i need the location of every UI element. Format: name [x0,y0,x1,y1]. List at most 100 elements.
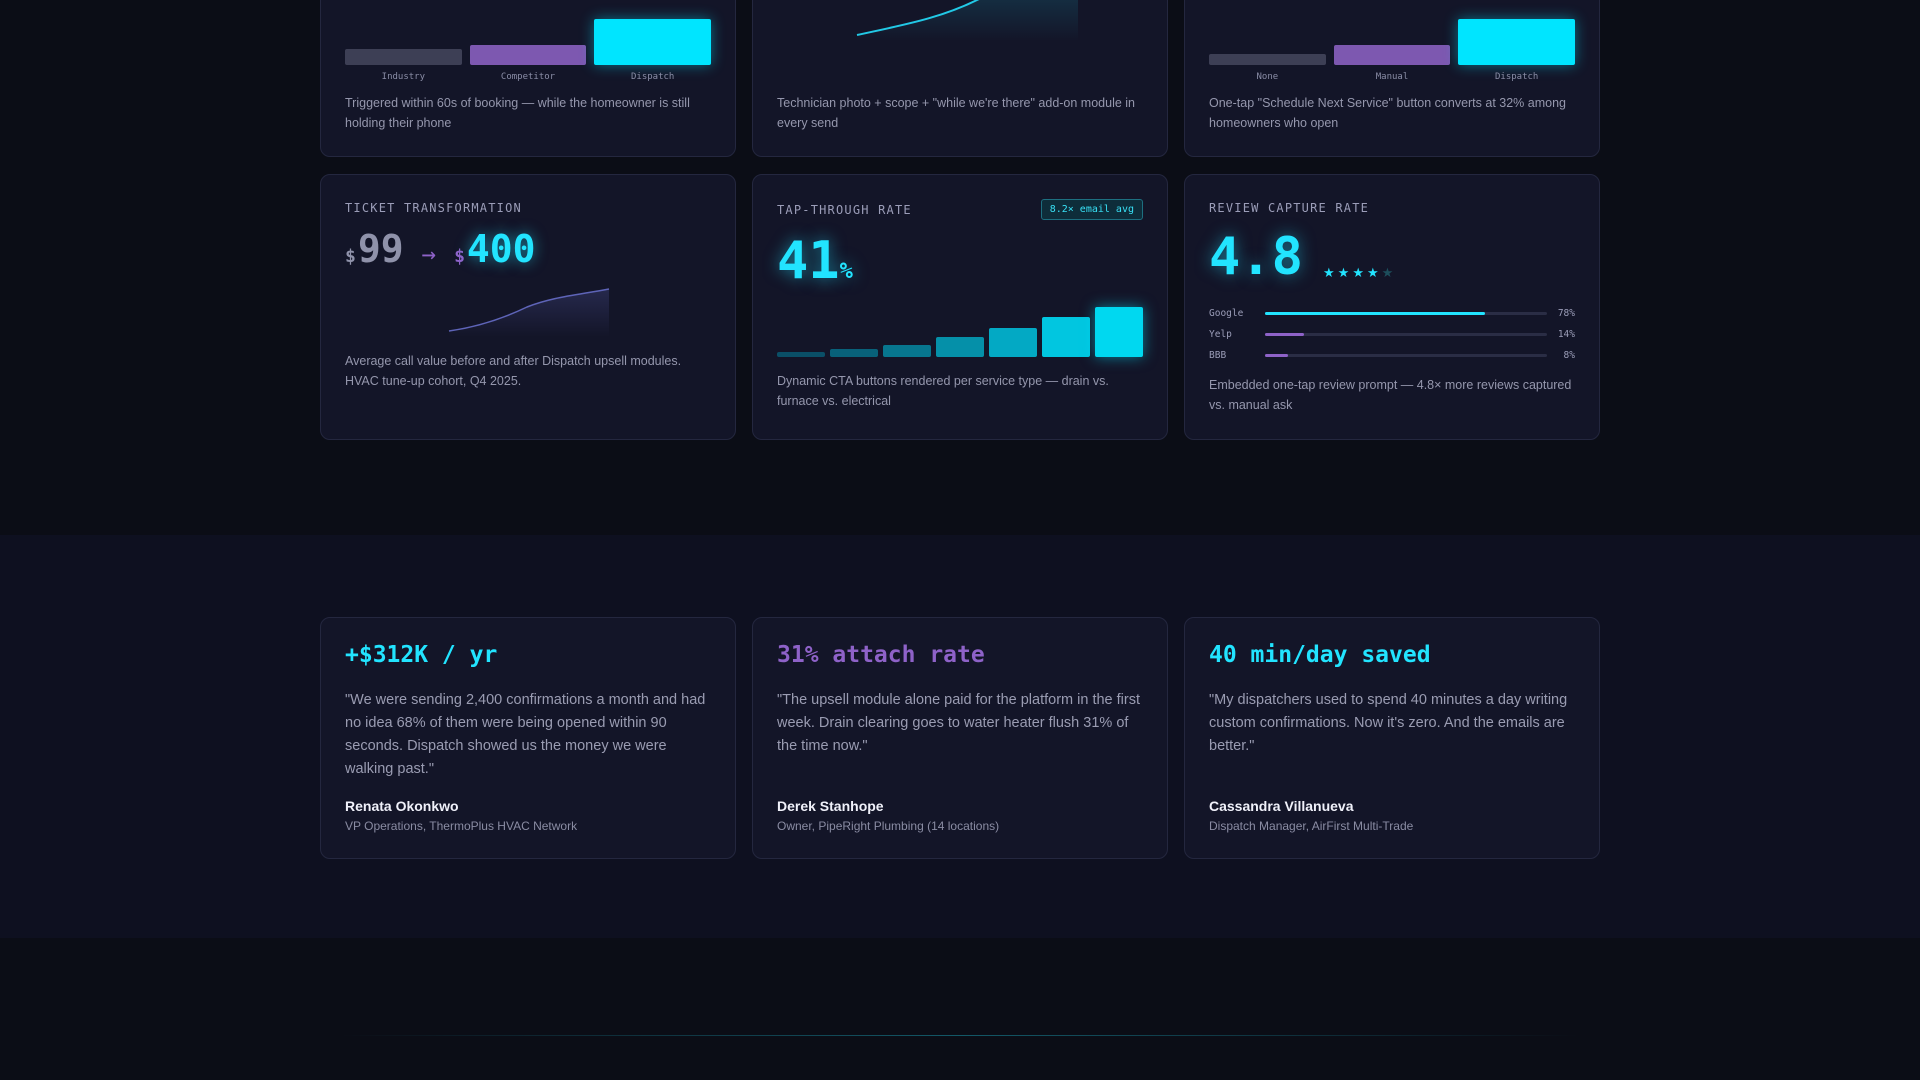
source-fill [1265,333,1305,336]
bar-fill [594,19,712,65]
card-kicker: TICKET TRANSFORMATION [345,201,522,215]
ticket-values: $ 99 → $ 400 [345,227,536,271]
bar-label: Dispatch [1495,72,1539,82]
testimonial-role: Owner, PipeRight Plumbing (14 locations) [777,819,1000,833]
comparison-bar-dispatch: Dispatch [1458,19,1576,83]
review-source-bars: Google 78% Yelp 14% BBB 8% [1209,303,1575,366]
testimonial-headline: 40 min/day saved [1209,642,1431,668]
comparison-bar-industry: Industry [345,49,462,83]
source-percent: 78% [1557,308,1575,319]
testimonial-quote: "We were sending 2,400 confirmations a m… [345,692,706,777]
ticket-trend-chart [448,288,610,337]
testimonial-card: 31% attach rate "The upsell module alone … [752,617,1168,859]
star-icon: ★ [1366,265,1379,280]
tap-through-card: TAP-THROUGH RATE 8.2× email avg 41% Dyna… [752,174,1168,440]
comparison-bars: Industry Competitor Dispatch [345,11,712,83]
ticket-before-value: 99 [357,227,404,271]
schedule-next-card: None Manual Dispatch One-tap "Schedule Nex… [1184,0,1600,157]
tap-bar [1095,307,1143,357]
review-rating-value: 4.8 [1209,227,1303,287]
testimonial-author: Cassandra Villanueva [1209,798,1354,814]
bar-label: None [1256,72,1279,82]
review-source-yelp: Yelp 14% [1209,324,1575,345]
star-icon: ★ [1323,265,1335,280]
tap-through-value: 41% [777,231,853,291]
card-description: Embedded one-tap review prompt — 4.8× mo… [1209,378,1572,412]
star-icon: ★ [1352,265,1364,280]
source-track [1265,354,1547,357]
source-name: Google [1209,308,1244,319]
card-description: One-tap "Schedule Next Service" button c… [1209,96,1566,130]
card-kicker: REVIEW CAPTURE RATE [1209,201,1370,215]
curve-area [857,0,1078,41]
bar-fill [345,49,462,65]
source-fill [1265,312,1485,315]
footer-divider [340,1035,1580,1036]
currency-symbol: $ [454,246,465,267]
tap-bar [989,328,1037,357]
source-track [1265,333,1547,336]
testimonial-card: +$312K / yr "We were sending 2,400 confir… [320,617,736,859]
metric-cards: TICKET TRANSFORMATION $ 99 → $ 400 Avera… [320,174,1600,440]
source-percent: 8% [1563,350,1575,361]
comparison-bar-none: None [1209,54,1326,83]
tap-bar [830,349,878,357]
star-rating: ★ ★ ★ ★ ★ [1323,265,1393,281]
review-source-bbb: BBB 8% [1209,345,1575,366]
bar-label: Industry [381,72,426,82]
review-source-google: Google 78% [1209,303,1575,324]
tap-bar [883,345,931,357]
bar-fill [1458,19,1576,65]
bar-label: Manual [1375,72,1409,82]
comparison-bar-competitor: Competitor [469,45,587,83]
ticket-after-value: 400 [466,227,536,271]
currency-symbol: $ [345,246,356,267]
testimonial-headline: 31% attach rate [777,642,985,668]
top-stat-cards: Industry Competitor Dispatch Triggered wit… [320,0,1600,157]
testimonial-role: Dispatch Manager, AirFirst Multi-Trade [1209,819,1414,833]
bar-fill [469,45,587,65]
tap-through-unit: % [839,259,853,284]
source-fill [1265,354,1288,357]
star-icon: ★ [1381,265,1394,280]
bar-label: Dispatch [631,72,675,82]
comparison-bar-dispatch: Dispatch [594,19,712,83]
testimonial-quote: "My dispatchers used to spend 40 minutes… [1209,692,1568,754]
bar-fill [1333,45,1451,65]
curve-line [856,0,980,36]
tap-bar [1042,317,1090,357]
arrow-right-icon: → [421,240,437,268]
source-name: BBB [1209,350,1227,361]
source-name: Yelp [1209,329,1232,340]
trend-area [449,289,609,337]
comparison-bar-manual: Manual [1333,45,1451,83]
testimonial-cards: +$312K / yr "We were sending 2,400 confir… [320,617,1600,859]
card-description: Triggered within 60s of booking — while … [345,96,690,130]
growth-curve-chart [856,0,1078,41]
review-capture-card: REVIEW CAPTURE RATE 4.8 ★ ★ ★ ★ ★ Google 78% Y… [1184,174,1600,440]
tap-bar [936,337,984,357]
source-percent: 14% [1557,329,1575,340]
testimonial-role: VP Operations, ThermoPlus HVAC Network [345,819,578,833]
ticket-transformation-card: TICKET TRANSFORMATION $ 99 → $ 400 Avera… [320,174,736,440]
card-description: Technician photo + scope + "while we're … [777,96,1136,130]
card-description: Average call value before and after Disp… [345,354,682,388]
technician-module-card: Technician photo + scope + "while we're … [752,0,1168,157]
tap-through-bars [777,307,1143,357]
card-description: Dynamic CTA buttons rendered per service… [777,374,1109,408]
source-track [1265,312,1547,315]
confirmation-speed-card: Industry Competitor Dispatch Triggered wit… [320,0,736,157]
email-comparison-badge: 8.2× email avg [1040,199,1143,220]
bar-fill [1209,54,1326,65]
testimonial-card: 40 min/day saved "My dispatchers used to … [1184,617,1600,859]
testimonial-quote: "The upsell module alone paid for the pl… [777,692,1141,754]
testimonial-author: Derek Stanhope [777,798,884,814]
testimonial-author: Renata Okonkwo [345,798,459,814]
testimonial-headline: +$312K / yr [345,642,498,668]
tap-through-number: 41 [777,231,840,291]
bar-label: Competitor [500,72,556,82]
tap-bar [777,352,825,357]
trend-line [448,288,610,332]
card-kicker: TAP-THROUGH RATE [777,203,912,217]
star-icon: ★ [1337,265,1350,280]
